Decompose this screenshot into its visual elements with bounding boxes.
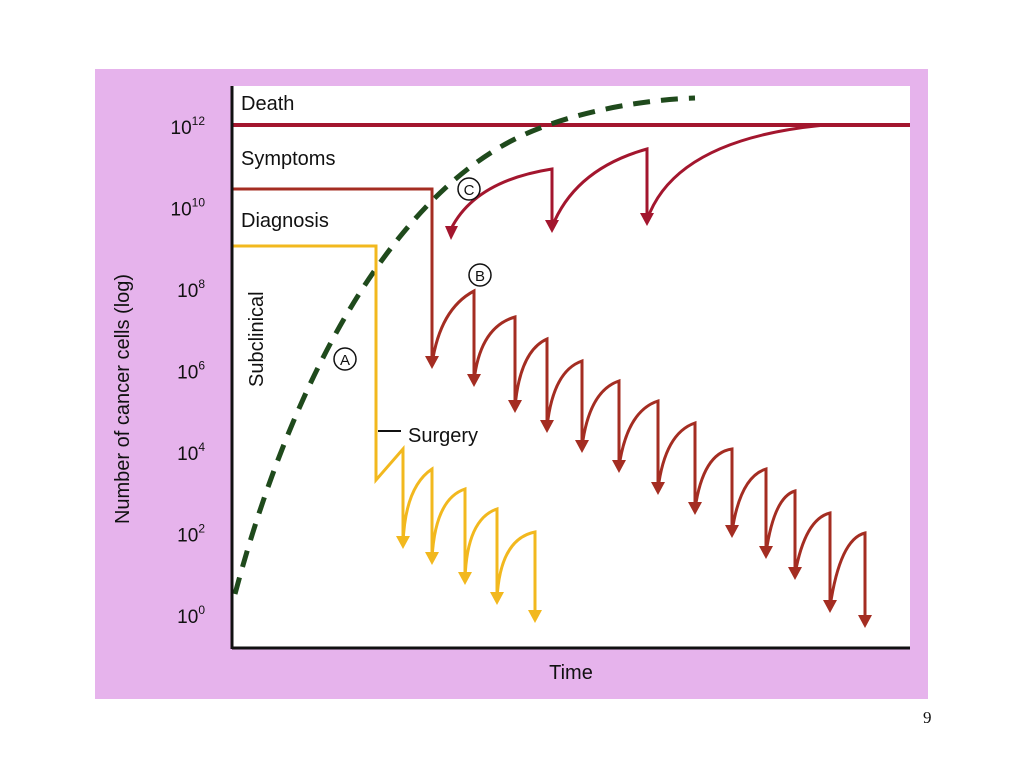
figure-svg: C B A Death Symptoms Diagnosis Subclinic… <box>95 69 928 699</box>
curve-b-cycle <box>764 489 797 574</box>
marker-a <box>333 347 357 371</box>
x-axis-title: Time <box>549 662 593 684</box>
y-tick-base: 10 <box>177 363 198 384</box>
y-tick-base: 10 <box>171 118 192 139</box>
y-axis-title: Number of cancer cells (log) <box>112 274 134 524</box>
y-tick-exponent: 0 <box>198 603 205 617</box>
curve-b-cycle <box>793 511 832 607</box>
curve-b-cycle <box>513 336 549 427</box>
y-tick-label: 1012 <box>171 114 206 139</box>
y-tick-exponent: 4 <box>198 440 205 454</box>
page-number: 9 <box>923 708 932 727</box>
y-tick-base: 10 <box>171 200 192 221</box>
region-diagnosis: Diagnosis <box>241 210 329 232</box>
marker-b <box>468 263 492 287</box>
y-tick-label: 1010 <box>171 196 206 221</box>
marker-c-label: C <box>464 182 475 199</box>
y-tick-exponent: 10 <box>192 196 206 210</box>
region-death: Death <box>241 93 294 115</box>
curve-a-arrow <box>528 610 542 623</box>
y-tick-base: 10 <box>177 526 198 547</box>
y-tick-exponent: 8 <box>198 277 205 291</box>
surgery-label: Surgery <box>408 425 478 447</box>
curve-a-cycle <box>430 486 467 579</box>
marker-b-label: B <box>475 268 485 285</box>
figure-panel: C B A Death Symptoms Diagnosis Subclinic… <box>95 69 928 699</box>
curve-b-cycle <box>430 288 476 381</box>
curve-a-cycle <box>463 506 499 599</box>
y-tick-base: 10 <box>177 281 198 302</box>
region-subclinical: Subclinical <box>246 291 268 387</box>
marker-c <box>457 177 481 201</box>
y-tick-label: 106 <box>177 359 205 384</box>
curve-b <box>232 187 434 364</box>
curve-c-cycle <box>550 147 649 228</box>
curve-b-cycle <box>730 466 768 553</box>
y-tick-base: 10 <box>177 444 198 465</box>
curve-a <box>232 244 405 544</box>
curve-b-cycle <box>828 531 867 622</box>
growth-curve <box>232 95 696 595</box>
curve-b-cycle <box>617 398 660 489</box>
curve-b-cycle <box>656 420 697 509</box>
curve-b-cycle <box>472 315 517 407</box>
curve-c-arrow <box>445 226 458 240</box>
curve-a-cycle <box>401 466 434 559</box>
curve-c-final <box>645 123 910 221</box>
curve-b-cycle <box>693 447 734 532</box>
curve-b-cycle <box>580 378 621 467</box>
marker-a-label: A <box>340 352 350 369</box>
y-tick-label: 104 <box>177 440 205 465</box>
y-tick-exponent: 6 <box>198 359 205 373</box>
curve-c-cycle <box>449 167 554 230</box>
y-tick-label: 108 <box>177 277 205 302</box>
region-symptoms: Symptoms <box>241 148 335 170</box>
curve-b-cycle <box>545 358 584 447</box>
y-tick-base: 10 <box>177 607 198 628</box>
y-tick-label: 100 <box>177 603 205 628</box>
curve-a-cycle <box>495 530 537 617</box>
y-tick-exponent: 12 <box>192 114 206 128</box>
y-tick-label: 102 <box>177 522 205 547</box>
y-tick-exponent: 2 <box>198 522 205 536</box>
curve-b-arrow <box>858 615 872 628</box>
